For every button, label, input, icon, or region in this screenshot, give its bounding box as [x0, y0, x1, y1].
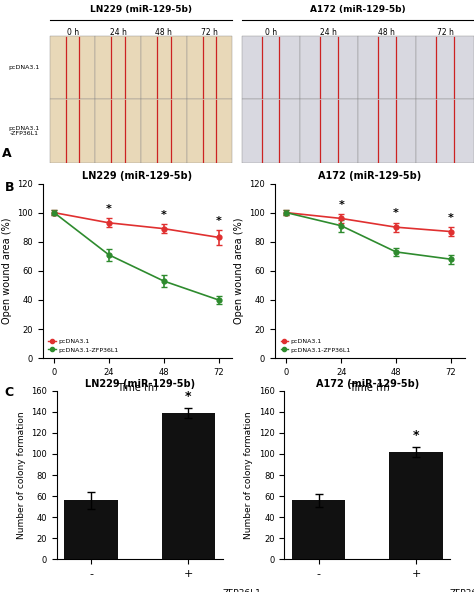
- Text: *: *: [106, 204, 112, 214]
- Y-axis label: Number of colony formation: Number of colony formation: [244, 411, 253, 539]
- Bar: [187, 99, 232, 163]
- Legend: pcDNA3.1, pcDNA3.1-ZFP36L1: pcDNA3.1, pcDNA3.1-ZFP36L1: [46, 336, 121, 355]
- Bar: [64, 500, 118, 559]
- Text: 24 h: 24 h: [320, 28, 337, 37]
- Y-axis label: Open wound area (%): Open wound area (%): [234, 218, 244, 324]
- Text: *: *: [161, 210, 167, 220]
- X-axis label: Time (h): Time (h): [117, 382, 158, 392]
- Bar: [416, 99, 474, 163]
- Text: B: B: [5, 181, 14, 194]
- Title: A172 (miR-129-5b): A172 (miR-129-5b): [318, 171, 421, 181]
- Bar: [389, 452, 443, 559]
- Text: 72 h: 72 h: [437, 28, 454, 37]
- Bar: [416, 36, 474, 99]
- Text: ZFP36L1: ZFP36L1: [450, 589, 474, 592]
- Bar: [95, 99, 141, 163]
- Bar: [95, 36, 141, 99]
- Bar: [162, 413, 215, 559]
- Bar: [292, 500, 346, 559]
- Text: C: C: [5, 386, 14, 399]
- Text: 0 h: 0 h: [66, 28, 79, 37]
- X-axis label: Time (h): Time (h): [349, 382, 390, 392]
- Legend: pcDNA3.1, pcDNA3.1-ZFP36L1: pcDNA3.1, pcDNA3.1-ZFP36L1: [278, 336, 353, 355]
- Title: LN229 (miR-129-5b): LN229 (miR-129-5b): [85, 378, 195, 388]
- Bar: [50, 36, 95, 99]
- Text: pcDNA3.1: pcDNA3.1: [8, 65, 39, 70]
- Text: ZFP36L1: ZFP36L1: [223, 589, 262, 592]
- Bar: [141, 99, 187, 163]
- Text: A: A: [2, 147, 12, 159]
- Bar: [358, 99, 416, 163]
- Y-axis label: Number of colony formation: Number of colony formation: [17, 411, 26, 539]
- Bar: [50, 99, 95, 163]
- Bar: [358, 36, 416, 99]
- Text: LN229 (miR-129-5b): LN229 (miR-129-5b): [90, 5, 192, 14]
- Bar: [141, 36, 187, 99]
- Text: 48 h: 48 h: [155, 28, 172, 37]
- Bar: [242, 36, 300, 99]
- Text: *: *: [393, 208, 399, 218]
- Text: A172 (miR-129-5b): A172 (miR-129-5b): [310, 5, 406, 14]
- Y-axis label: Open wound area (%): Open wound area (%): [1, 218, 12, 324]
- Text: *: *: [216, 215, 221, 226]
- Bar: [300, 36, 358, 99]
- Text: 24 h: 24 h: [110, 28, 127, 37]
- Text: *: *: [448, 213, 454, 223]
- Bar: [300, 99, 358, 163]
- Bar: [242, 99, 300, 163]
- Title: A172 (miR-129-5b): A172 (miR-129-5b): [316, 378, 419, 388]
- Text: pcDNA3.1
-ZFP36L1: pcDNA3.1 -ZFP36L1: [8, 126, 39, 136]
- Text: 48 h: 48 h: [378, 28, 395, 37]
- Bar: [187, 36, 232, 99]
- Text: *: *: [338, 200, 344, 210]
- Title: LN229 (miR-129-5b): LN229 (miR-129-5b): [82, 171, 192, 181]
- Text: *: *: [185, 390, 191, 403]
- Text: *: *: [413, 429, 419, 442]
- Text: 72 h: 72 h: [201, 28, 218, 37]
- Text: 0 h: 0 h: [264, 28, 277, 37]
